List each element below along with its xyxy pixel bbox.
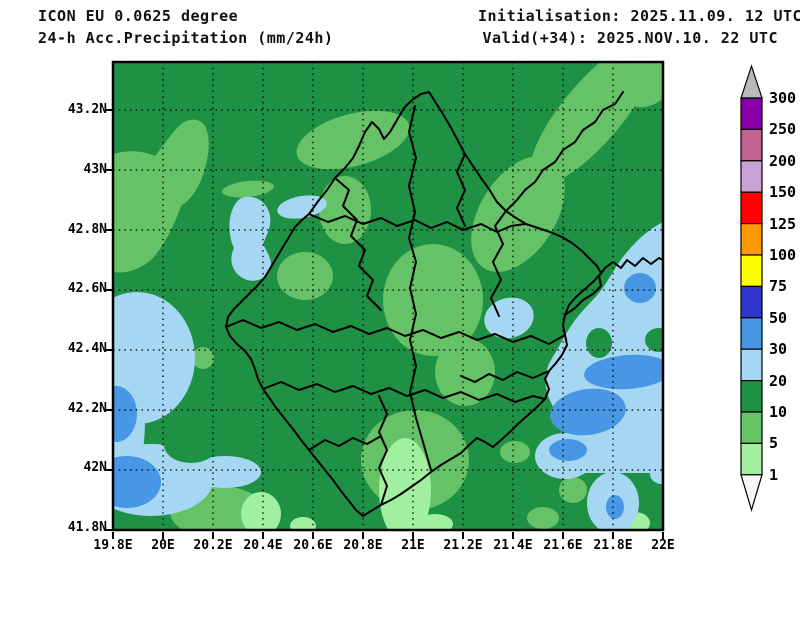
lat-label: 42N [83,460,107,475]
precip-30-50-layer [113,273,663,519]
colorbar-label: 1 [769,466,779,484]
lon-label: 20E [151,538,175,553]
lon-label: 21.8E [593,538,633,553]
lon-label: 21E [401,538,425,553]
precip-map [105,60,665,539]
colorbar-overflow-arrow [740,64,763,99]
map-frame [111,60,665,532]
lon-label: 21.6E [543,538,583,553]
colorbar-label: 150 [769,183,797,201]
lat-label: 43N [83,162,107,177]
graticule-dots [113,62,663,530]
colorbar-label: 75 [769,277,788,295]
colorbar-label: 250 [769,120,797,138]
colorbar-segments [740,97,763,476]
lon-label: 22E [651,538,675,553]
valid-time: Valid(+34): 2025.NOV.10. 22 UTC [482,29,778,47]
lat-label: 41.8N [67,520,107,535]
lon-label: 20.2E [193,538,233,553]
colorbar-underflow-arrow [740,474,763,513]
lat-label: 43.2N [67,102,107,117]
axis-ticks [105,109,664,539]
district-borders [225,91,663,517]
model-title: ICON EU 0.0625 degree [38,7,239,25]
country-outline [225,91,602,517]
lon-label: 20.8E [343,538,383,553]
colorbar-label: 125 [769,215,797,233]
colorbar-label: 30 [769,340,788,358]
lon-label: 21.2E [443,538,483,553]
product-title: 24-h Acc.Precipitation (mm/24h) [38,29,334,47]
init-time: Initialisation: 2025.11.09. 12 UTC [478,7,800,25]
lon-label: 21.4E [493,538,533,553]
colorbar-label: 10 [769,403,788,421]
lon-label: 20.4E [243,538,283,553]
precip-colorbar [740,64,763,513]
lon-label: 19.8E [93,538,133,553]
colorbar-label: 100 [769,246,797,264]
colorbar-label: 50 [769,309,788,327]
lat-label: 42.4N [67,341,107,356]
colorbar-label: 300 [769,89,797,107]
colorbar-label: 200 [769,152,797,170]
colorbar-label: 20 [769,372,788,390]
colorbar-label: 5 [769,434,779,452]
lon-label: 20.6E [293,538,333,553]
lat-label: 42.8N [67,222,107,237]
lat-label: 42.2N [67,401,107,416]
precip-1-5-layer [241,438,650,530]
lat-label: 42.6N [67,281,107,296]
